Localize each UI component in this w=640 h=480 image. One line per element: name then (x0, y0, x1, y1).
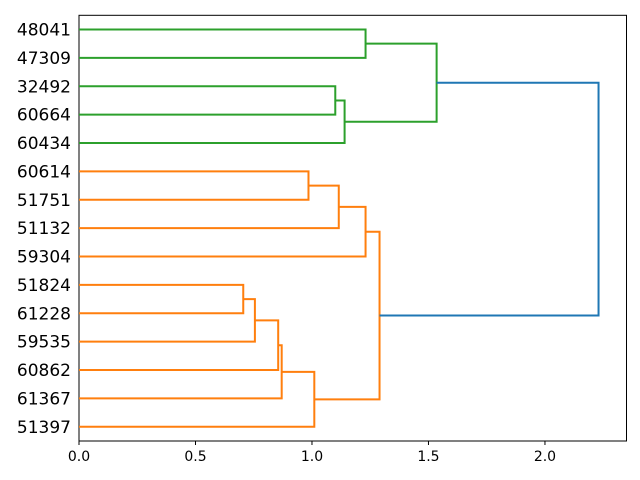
x-tick-label: 0.5 (184, 449, 206, 465)
leaf-label-61228: 61228 (17, 304, 71, 324)
x-tick-label: 2.0 (534, 449, 556, 465)
leaf-label-32492: 32492 (17, 77, 71, 97)
leaf-label-59535: 59535 (17, 333, 71, 353)
leaf-label-60434: 60434 (17, 134, 71, 154)
leaf-label-61367: 61367 (17, 389, 71, 409)
x-tick-label: 0.0 (68, 449, 90, 465)
dendrogram-link-o1 (79, 170, 310, 201)
leaf-label-59304: 59304 (17, 248, 71, 268)
dendrogram-link-g4 (344, 42, 438, 123)
leaf-label-51824: 51824 (17, 276, 71, 296)
leaf-label-60862: 60862 (17, 361, 71, 381)
leaf-label-60664: 60664 (17, 106, 71, 126)
x-tick-label: 1.5 (417, 449, 439, 465)
x-tick-label: 1.0 (301, 449, 323, 465)
leaf-label-60614: 60614 (17, 162, 71, 182)
leaf-label-51751: 51751 (17, 191, 71, 211)
dendrogram-link-o2 (79, 184, 340, 230)
leaf-label-51397: 51397 (17, 418, 71, 438)
dendrogram-link-o7 (79, 344, 283, 400)
leaf-label-48041: 48041 (17, 20, 71, 40)
leaf-label-47309: 47309 (17, 49, 71, 69)
dendrogram-link-root (379, 81, 600, 317)
leaf-label-51132: 51132 (17, 219, 71, 239)
